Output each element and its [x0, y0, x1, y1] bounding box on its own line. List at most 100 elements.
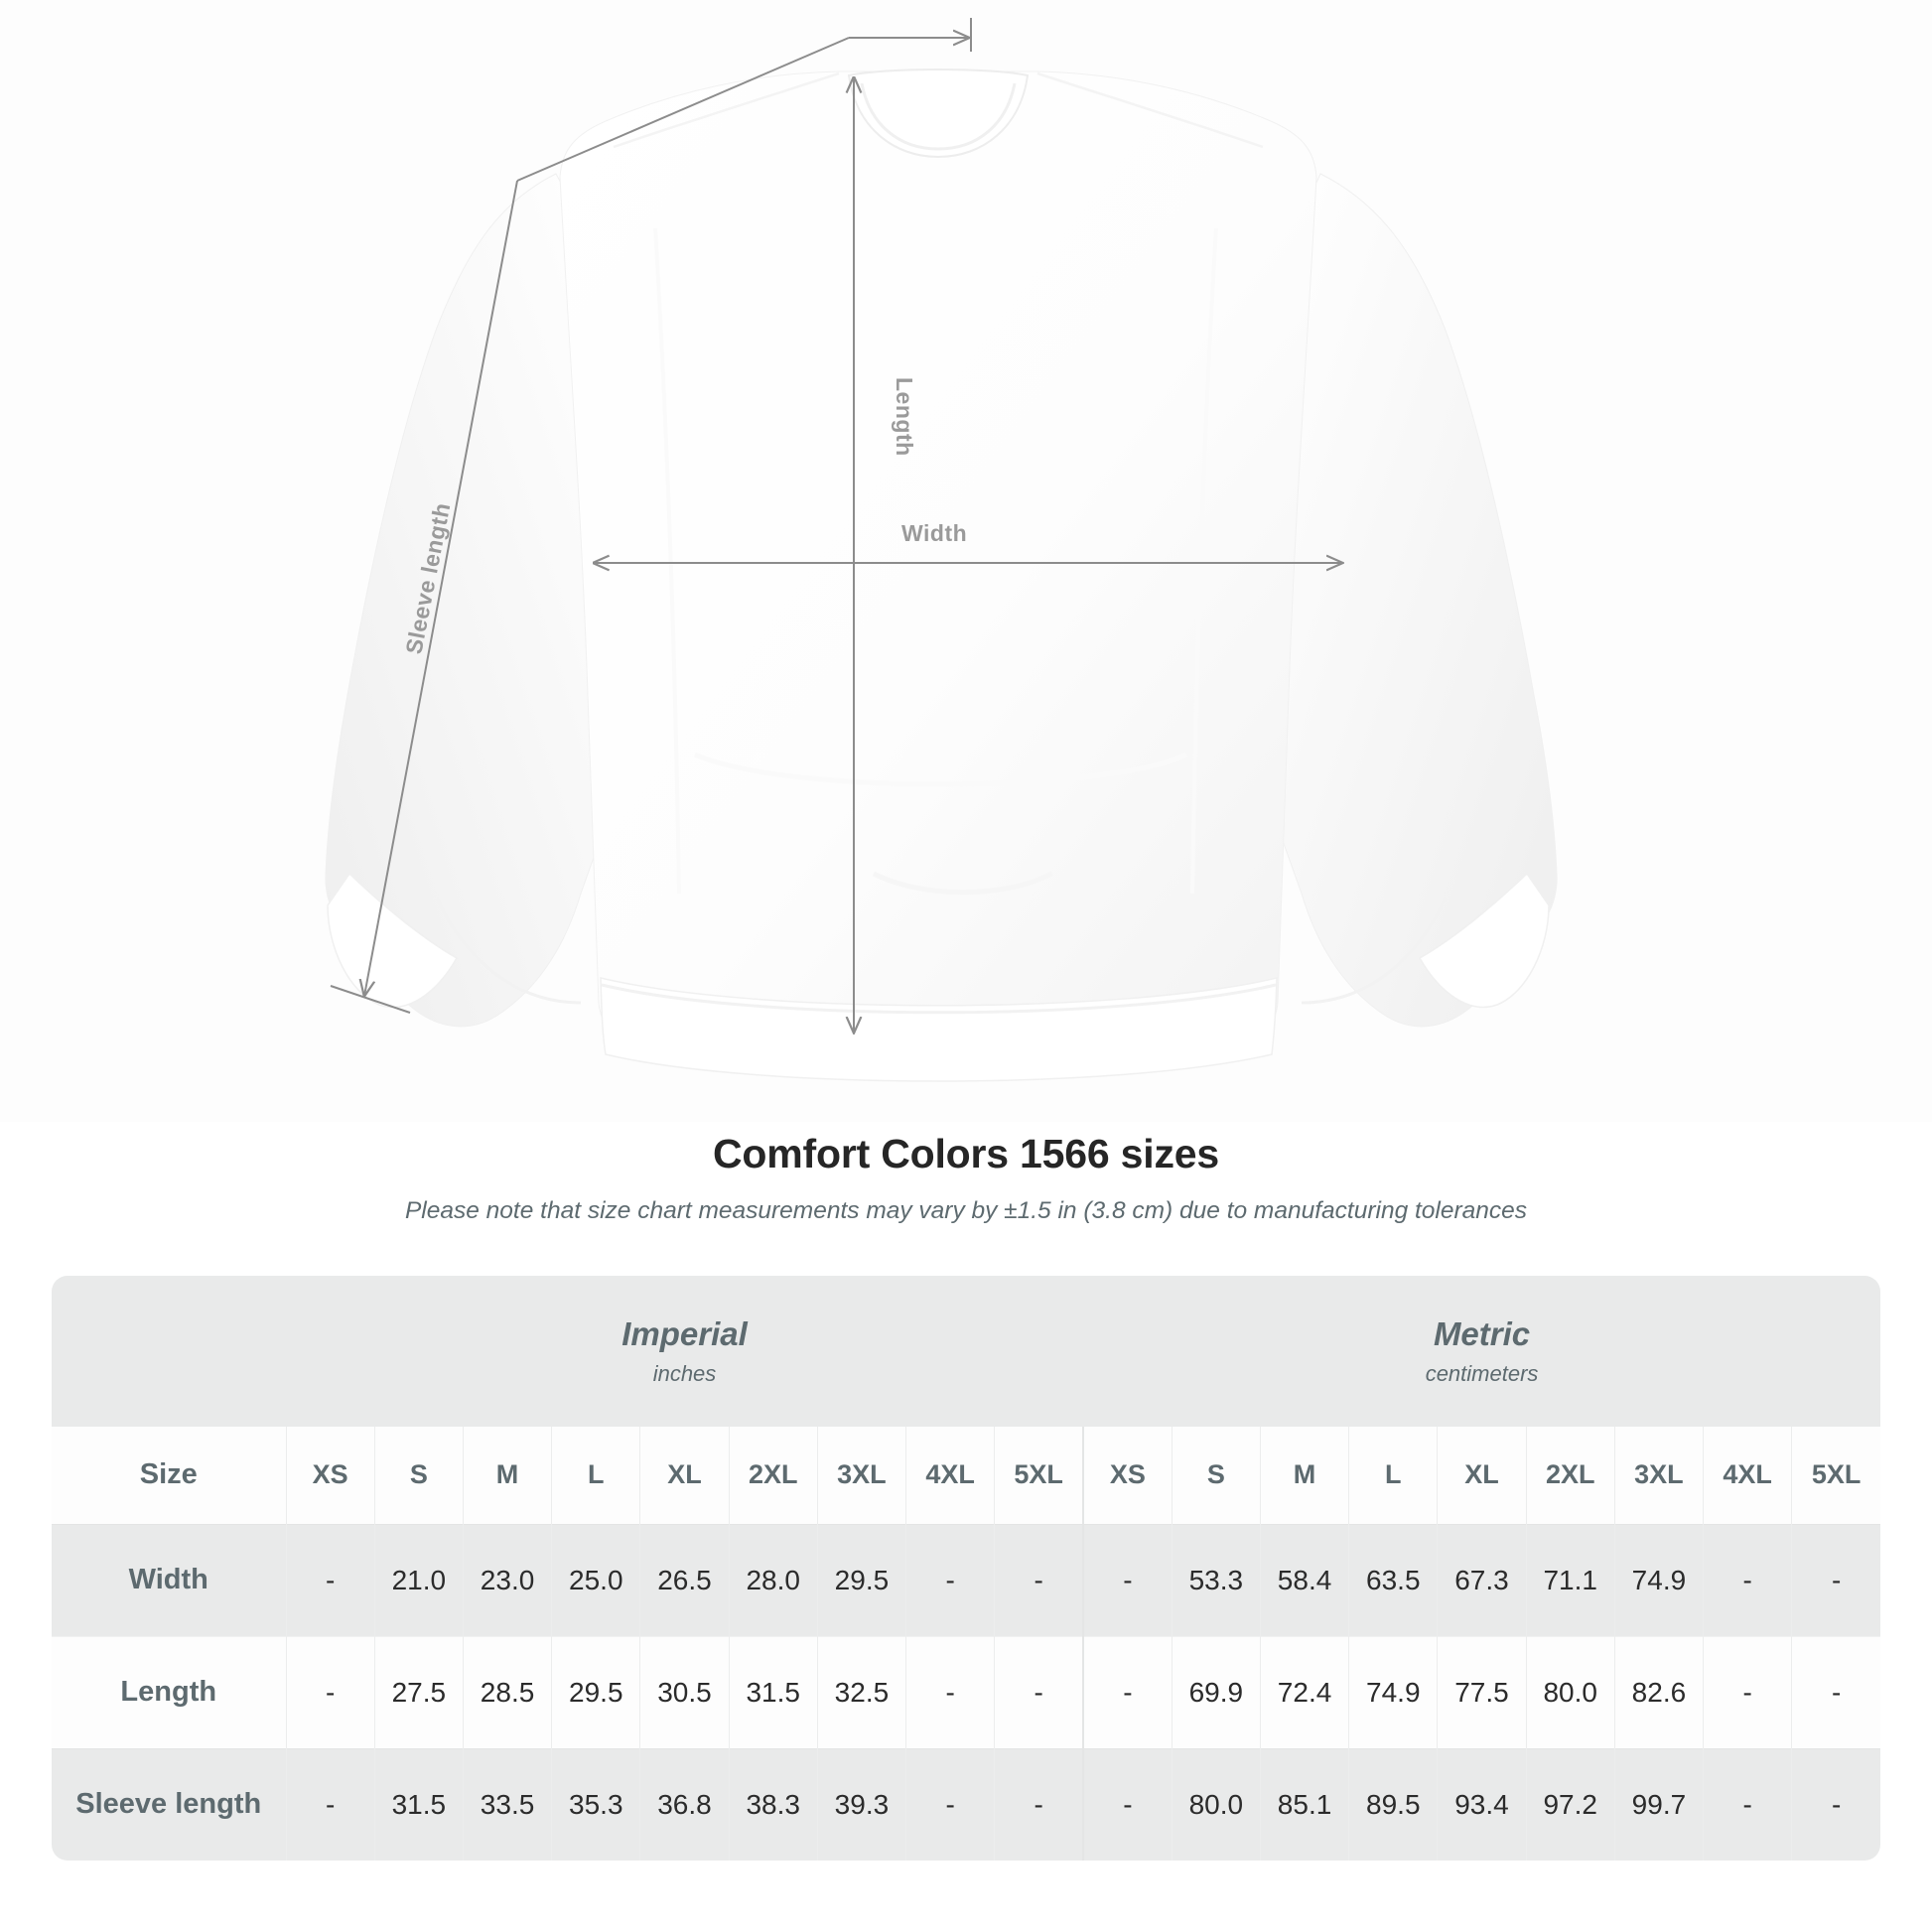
- table-row: Width -21.0 23.0 25.0 26.5 28.0 29.5- - -53.3 58.…: [52, 1523, 1881, 1636]
- size-header-metric-5xl: 5XL: [1791, 1427, 1881, 1524]
- cell-length-metric-m: 72.4: [1259, 1635, 1349, 1748]
- size-header-imperial-2xl: 2XL: [728, 1427, 818, 1524]
- cell-width-imperial-4xl: -: [905, 1523, 995, 1636]
- cell-length-metric-4xl: -: [1703, 1635, 1792, 1748]
- cell-sleeve-length-imperial-xs: -: [285, 1747, 375, 1861]
- cell-sleeve-length-imperial-5xl: -: [994, 1747, 1083, 1861]
- size-header-label: Size: [52, 1427, 286, 1524]
- cell-width-imperial-s: 21.0: [373, 1523, 464, 1636]
- length-label: Length: [892, 377, 917, 457]
- row-label-length: Length: [52, 1635, 286, 1748]
- size-header-imperial-5xl: 5XL: [994, 1427, 1083, 1524]
- size-header-metric-l: L: [1348, 1427, 1438, 1524]
- tolerance-note: Please note that size chart measurements…: [404, 1197, 1528, 1225]
- size-header-metric-3xl: 3XL: [1613, 1427, 1704, 1524]
- cell-length-imperial-l: 29.5: [551, 1635, 640, 1748]
- cell-width-metric-2xl: 71.1: [1525, 1523, 1615, 1636]
- size-header-imperial-l: L: [551, 1427, 640, 1524]
- sleeve-length-arrow: [364, 180, 518, 996]
- length-dimension: Length: [854, 77, 917, 1033]
- size-header-imperial-s: S: [373, 1427, 464, 1524]
- cell-length-metric-2xl: 80.0: [1525, 1635, 1615, 1748]
- cell-sleeve-length-metric-2xl: 97.2: [1525, 1747, 1615, 1861]
- cell-width-metric-4xl: -: [1703, 1523, 1792, 1636]
- cell-width-metric-3xl: 74.9: [1613, 1523, 1704, 1636]
- sweatshirt-diagram-svg: Length Width Sleeve length: [325, 18, 1558, 1082]
- cell-sleeve-length-imperial-l: 35.3: [551, 1747, 640, 1861]
- cell-width-imperial-3xl: 29.5: [816, 1523, 906, 1636]
- cell-sleeve-length-imperial-m: 33.5: [462, 1747, 552, 1861]
- cell-sleeve-length-metric-l: 89.5: [1348, 1747, 1438, 1861]
- unit-group-name: Metric: [1433, 1314, 1531, 1352]
- cell-width-imperial-2xl: 28.0: [728, 1523, 818, 1636]
- table-row: Sleeve length -31.5 33.5 35.3 36.8 38.3 39.3- -…: [52, 1747, 1881, 1861]
- cell-sleeve-length-metric-s: 80.0: [1171, 1747, 1261, 1861]
- row-label-width: Width: [52, 1523, 286, 1636]
- cell-sleeve-length-metric-xl: 93.4: [1437, 1747, 1527, 1861]
- size-header-metric-s: S: [1171, 1427, 1261, 1524]
- cell-width-metric-m: 58.4: [1259, 1523, 1349, 1636]
- cell-length-metric-5xl: -: [1791, 1635, 1881, 1748]
- page-title: Comfort Colors 1566 sizes: [713, 1131, 1219, 1176]
- size-header-imperial-4xl: 4XL: [905, 1427, 995, 1524]
- cell-width-metric-l: 63.5: [1348, 1523, 1438, 1636]
- cell-sleeve-length-metric-5xl: -: [1791, 1747, 1881, 1861]
- size-header-imperial-xl: XL: [639, 1427, 730, 1524]
- unit-group-name: Imperial: [621, 1314, 748, 1352]
- cell-length-metric-xl: 77.5: [1437, 1635, 1527, 1748]
- cell-width-metric-s: 53.3: [1171, 1523, 1261, 1636]
- size-header-metric-4xl: 4XL: [1703, 1427, 1792, 1524]
- size-header-imperial-3xl: 3XL: [816, 1427, 906, 1524]
- size-header-row: Size XS S M L XL 2XL 3XL 4XL 5XL XS S M L XL 2XL 3XL 4XL 5…: [52, 1427, 1881, 1524]
- row-label-sleeve-length: Sleeve length: [52, 1747, 286, 1861]
- cell-width-imperial-5xl: -: [994, 1523, 1083, 1636]
- cell-width-metric-xs: -: [1081, 1523, 1173, 1636]
- size-header-imperial-m: M: [462, 1427, 552, 1524]
- cell-sleeve-length-imperial-3xl: 39.3: [816, 1747, 906, 1861]
- size-table-container: Imperial inches Metric centimeters Size XS S M L…: [52, 1276, 1881, 1861]
- cell-length-imperial-3xl: 32.5: [816, 1635, 906, 1748]
- cell-width-imperial-xl: 26.5: [639, 1523, 730, 1636]
- product-measurement-diagram: Length Width Sleeve length: [325, 18, 1558, 1082]
- cell-length-imperial-5xl: -: [994, 1635, 1083, 1748]
- cell-width-imperial-m: 23.0: [462, 1523, 552, 1636]
- table-row: Length -27.5 28.5 29.5 30.5 31.5 32.5- - -69.9 72…: [52, 1635, 1881, 1748]
- size-header-metric-xs: XS: [1081, 1427, 1173, 1524]
- unit-group-subtitle: inches: [652, 1361, 717, 1387]
- cell-width-imperial-xs: -: [285, 1523, 375, 1636]
- cell-length-metric-s: 69.9: [1171, 1635, 1261, 1748]
- cell-length-imperial-xs: -: [285, 1635, 375, 1748]
- cell-length-metric-xs: -: [1081, 1635, 1173, 1748]
- cell-length-imperial-s: 27.5: [373, 1635, 464, 1748]
- cell-sleeve-length-imperial-xl: 36.8: [639, 1747, 730, 1861]
- cell-length-imperial-xl: 30.5: [639, 1635, 730, 1748]
- size-chart-table: Imperial inches Metric centimeters Size XS S M L…: [52, 1276, 1881, 1861]
- cell-length-imperial-2xl: 31.5: [728, 1635, 818, 1748]
- sweatshirt-illustration: [325, 69, 1558, 1082]
- cell-sleeve-length-metric-3xl: 99.7: [1613, 1747, 1704, 1861]
- unit-group-metric: Metric centimeters: [1083, 1276, 1881, 1427]
- cell-sleeve-length-imperial-2xl: 38.3: [728, 1747, 818, 1861]
- cell-sleeve-length-metric-m: 85.1: [1259, 1747, 1349, 1861]
- unit-row-spacer: [52, 1276, 286, 1427]
- unit-group-subtitle: centimeters: [1425, 1361, 1539, 1387]
- cell-width-metric-xl: 67.3: [1437, 1523, 1527, 1636]
- size-header-metric-2xl: 2XL: [1525, 1427, 1615, 1524]
- size-header-metric-xl: XL: [1437, 1427, 1527, 1524]
- cell-sleeve-length-metric-xs: -: [1081, 1747, 1173, 1861]
- cell-width-metric-5xl: -: [1791, 1523, 1881, 1636]
- width-dimension: Width: [594, 520, 1342, 563]
- size-header-metric-m: M: [1259, 1427, 1349, 1524]
- cell-sleeve-length-imperial-s: 31.5: [373, 1747, 464, 1861]
- cell-width-imperial-l: 25.0: [551, 1523, 640, 1636]
- cell-length-metric-3xl: 82.6: [1613, 1635, 1704, 1748]
- sleeve-leader-diagonal: [516, 37, 850, 182]
- unit-group-imperial: Imperial inches: [286, 1276, 1083, 1427]
- cell-sleeve-length-metric-4xl: -: [1703, 1747, 1792, 1861]
- width-label: Width: [901, 520, 967, 546]
- cell-length-imperial-4xl: -: [905, 1635, 995, 1748]
- cell-sleeve-length-imperial-4xl: -: [905, 1747, 995, 1861]
- unit-group-row: Imperial inches Metric centimeters: [52, 1276, 1881, 1427]
- cell-length-imperial-m: 28.5: [462, 1635, 552, 1748]
